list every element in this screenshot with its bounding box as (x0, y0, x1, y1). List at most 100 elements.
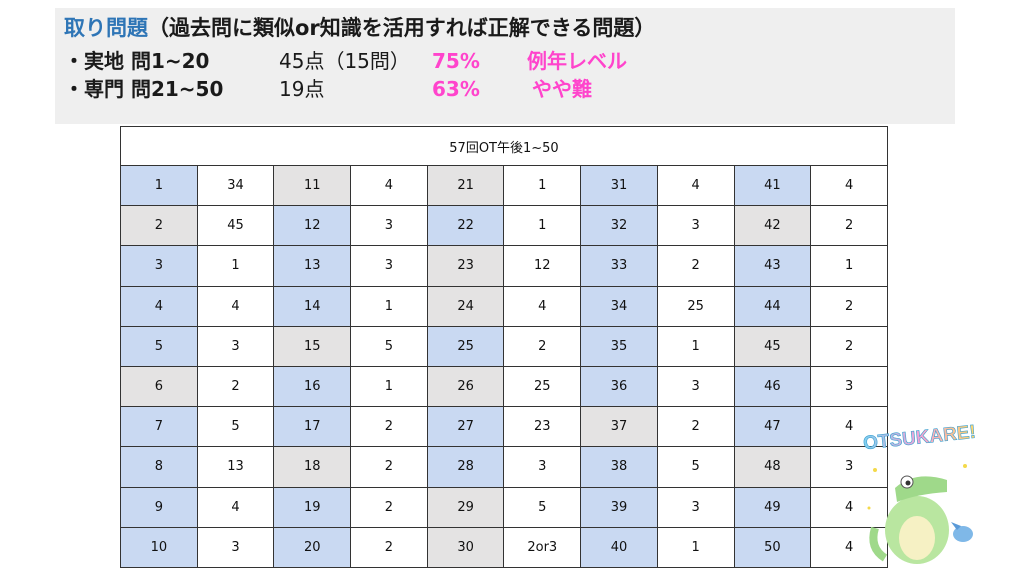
answer-cell: 3 (196, 325, 275, 367)
table-row: 5 3 15 5 25 2 35 1 45 2 (120, 325, 888, 367)
question-number-cell: 47 (733, 406, 812, 448)
answer-cell: 4 (810, 406, 888, 448)
question-number-cell: 9 (120, 486, 198, 528)
question-number-cell: 33 (580, 245, 658, 287)
question-number-cell: 3 (120, 245, 198, 287)
answer-cell: 4 (503, 285, 582, 327)
question-number-cell: 48 (733, 446, 812, 488)
question-number-cell: 11 (273, 164, 352, 207)
summary-points: 45点（15問） (279, 49, 410, 73)
question-number-cell: 49 (733, 486, 812, 528)
answer-cell: 3 (350, 245, 428, 287)
question-number-cell: 17 (273, 406, 352, 448)
answer-cell: 3 (810, 365, 888, 408)
question-number-cell: 40 (580, 526, 658, 569)
answer-cell: 1 (503, 205, 582, 247)
question-number-cell: 37 (580, 406, 658, 448)
answer-cell: 23 (503, 406, 582, 448)
question-number-cell: 35 (580, 325, 658, 367)
answer-cell: 2 (810, 325, 888, 367)
table-row: 8 13 18 2 28 3 38 5 48 3 (120, 446, 888, 488)
question-number-cell: 32 (580, 205, 658, 247)
title-sub: （過去問に類似or知識を活用すれば正解できる問題） (148, 16, 656, 40)
title-main: 取り問題 (64, 16, 148, 40)
question-number-cell: 41 (733, 164, 812, 207)
question-number-cell: 42 (733, 205, 812, 247)
answer-cell: 12 (503, 245, 582, 287)
summary-percent: 75% (432, 49, 480, 73)
question-number-cell: 6 (120, 365, 198, 408)
answer-cell: 1 (810, 245, 888, 287)
answer-cell: 4 (810, 164, 888, 207)
question-number-cell: 39 (580, 486, 658, 528)
answer-cell: 25 (656, 285, 735, 327)
question-number-cell: 29 (426, 486, 505, 528)
summary-note: やや難 (532, 77, 592, 101)
table-row: 3 1 13 3 23 12 33 2 43 1 (120, 245, 888, 287)
question-number-cell: 7 (120, 406, 198, 448)
question-number-cell: 44 (733, 285, 812, 327)
table-row: 6 2 16 1 26 25 36 3 46 3 (120, 365, 888, 408)
table-row: 1 34 11 4 21 1 31 4 41 4 (120, 164, 888, 207)
summary-row-practical: ・実地 問1~20 45点（15問） 75% 例年レベル (64, 48, 627, 74)
answer-cell: 3 (656, 205, 735, 247)
answer-cell: 2 (656, 406, 735, 448)
answer-cell: 2 (350, 486, 428, 528)
answer-cell: 3 (810, 446, 888, 488)
answer-cell: 45 (196, 205, 275, 247)
table-row: 2 45 12 3 22 1 32 3 42 2 (120, 205, 888, 247)
table-row: 4 4 14 1 24 4 34 25 44 2 (120, 285, 888, 327)
summary-row-specialty: ・専門 問21~50 19点 63% やや難 (64, 76, 592, 102)
question-number-cell: 2 (120, 205, 198, 247)
answer-cell: 3 (196, 526, 275, 569)
question-number-cell: 10 (120, 526, 198, 569)
question-number-cell: 46 (733, 365, 812, 408)
question-number-cell: 45 (733, 325, 812, 367)
question-number-cell: 14 (273, 285, 352, 327)
answer-table: 57回OT午後1~50 1 34 11 4 21 1 31 4 41 4 2 45 12 3 22 1 32 3 4… (120, 126, 888, 569)
answer-cell: 2 (810, 205, 888, 247)
answer-cell: 1 (656, 526, 735, 569)
answer-cell: 1 (196, 245, 275, 287)
answer-table-body: 1 34 11 4 21 1 31 4 41 4 2 45 12 3 22 1 32 3 42 2 3 1 13 3 23 12 3… (120, 164, 888, 569)
summary-note: 例年レベル (527, 49, 627, 73)
question-number-cell: 1 (120, 164, 198, 207)
answer-cell: 2 (810, 285, 888, 327)
question-number-cell: 26 (426, 365, 505, 408)
answer-cell: 2 (656, 245, 735, 287)
mascot-logo-text: OTSUKARE! (862, 422, 977, 455)
table-row: 7 5 17 2 27 23 37 2 47 4 (120, 406, 888, 448)
answer-cell: 4 (350, 164, 428, 207)
question-number-cell: 43 (733, 245, 812, 287)
answer-cell: 3 (503, 446, 582, 488)
answer-cell: 4 (656, 164, 735, 207)
question-number-cell: 27 (426, 406, 505, 448)
answer-cell: 4 (810, 486, 888, 528)
summary-label: ・専門 問21~50 (64, 77, 224, 101)
answer-cell: 4 (196, 285, 275, 327)
question-number-cell: 31 (580, 164, 658, 207)
crocodile-mascot-icon: OTSUKARE! (862, 421, 977, 564)
question-number-cell: 28 (426, 446, 505, 488)
question-number-cell: 8 (120, 446, 198, 488)
question-number-cell: 12 (273, 205, 352, 247)
question-number-cell: 15 (273, 325, 352, 367)
summary-percent: 63% (432, 77, 480, 101)
answer-cell: 1 (503, 164, 582, 207)
question-number-cell: 38 (580, 446, 658, 488)
answer-cell: 1 (350, 285, 428, 327)
table-row: 10 3 20 2 30 2or3 40 1 50 4 (120, 526, 888, 569)
question-number-cell: 50 (733, 526, 812, 569)
question-number-cell: 5 (120, 325, 198, 367)
answer-cell: 3 (656, 365, 735, 408)
question-number-cell: 30 (426, 526, 505, 569)
question-number-cell: 24 (426, 285, 505, 327)
answer-cell: 2 (350, 446, 428, 488)
question-number-cell: 25 (426, 325, 505, 367)
answer-cell: 5 (196, 406, 275, 448)
question-number-cell: 13 (273, 245, 352, 287)
question-number-cell: 21 (426, 164, 505, 207)
summary-label: ・実地 問1~20 (64, 49, 210, 73)
answer-cell: 2 (350, 406, 428, 448)
answer-cell: 1 (350, 365, 428, 408)
